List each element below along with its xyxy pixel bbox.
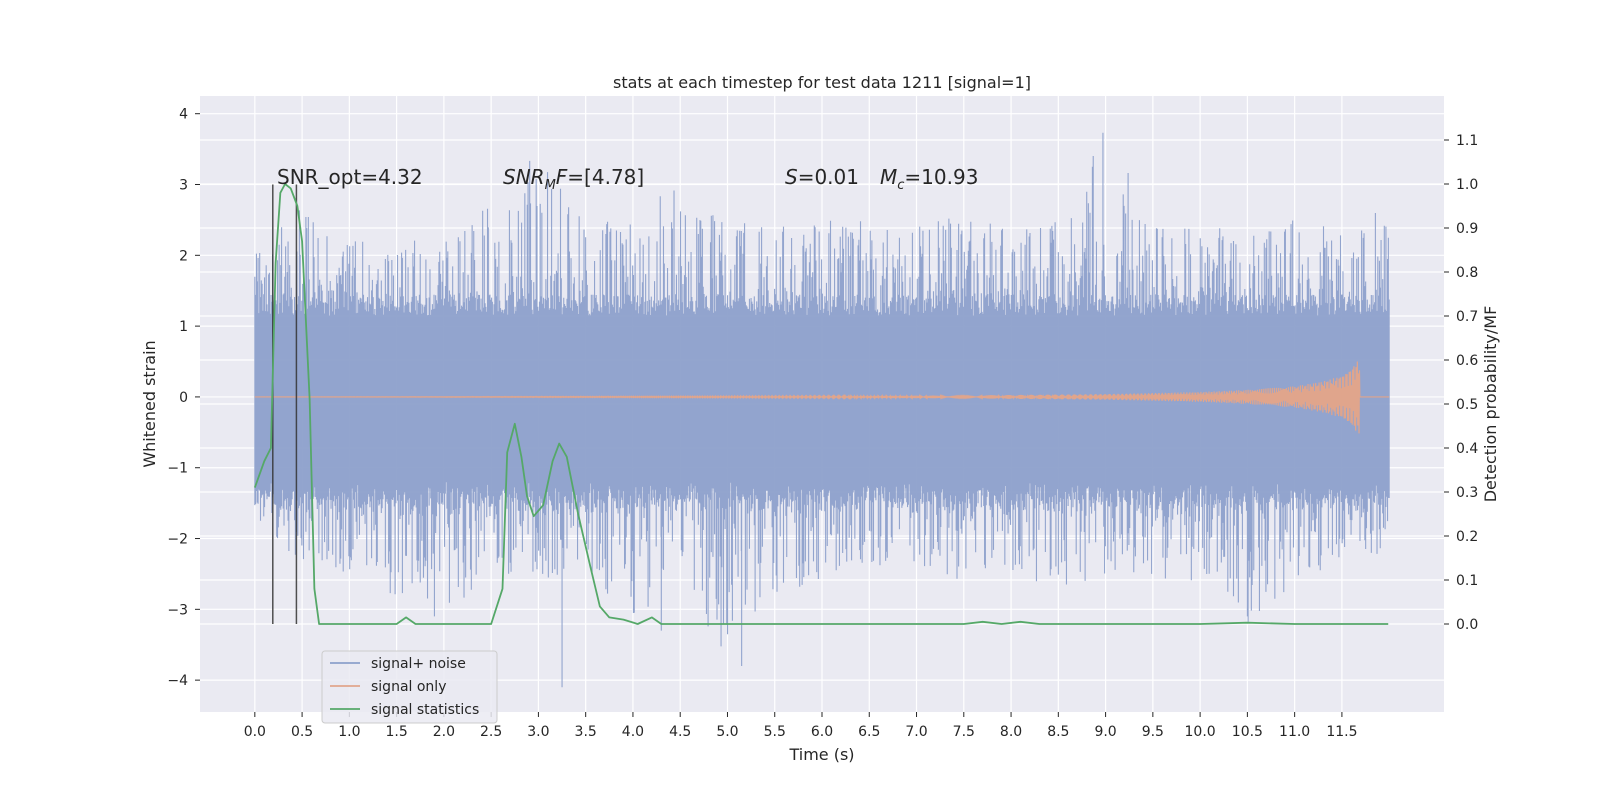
y-right-tick-label: 0.5 (1456, 397, 1478, 413)
x-tick-label: 11.5 (1326, 724, 1357, 740)
annotation-snr-mf-main: SNR (503, 165, 545, 189)
x-tick-label: 2.5 (480, 724, 502, 740)
x-tick-label: 0.0 (244, 724, 266, 740)
annotation-s-var: S (785, 165, 798, 189)
annotation-s-value: =0.01 (798, 165, 859, 189)
x-tick-label: 10.5 (1232, 724, 1263, 740)
x-tick-label: 7.5 (953, 724, 975, 740)
y-tick-label: 1 (179, 319, 188, 335)
legend-label-signal-plus-noise: signal+ noise (371, 656, 466, 672)
y-right-tick-label: 0.3 (1456, 485, 1478, 501)
x-tick-label: 5.5 (764, 724, 786, 740)
annotation-snr-mf-sub: M (545, 178, 556, 193)
x-tick-label: 5.0 (716, 724, 738, 740)
y-right-tick-label: 0.9 (1456, 221, 1478, 237)
y-right-tick-label: 0.6 (1456, 353, 1478, 369)
y-right-tick-label: 1.1 (1456, 133, 1478, 149)
x-tick-label: 8.0 (1000, 724, 1022, 740)
y-right-tick-label: 0.4 (1456, 441, 1478, 457)
annotation-s: S=0.01 (785, 165, 859, 189)
chart-title: stats at each timestep for test data 121… (613, 73, 1031, 92)
y-tick-label: 4 (179, 107, 188, 123)
series-signal-statistics (253, 183, 1389, 625)
x-tick-label: 11.0 (1279, 724, 1310, 740)
y-axis-right-label: Detection probability/MF (1481, 306, 1500, 503)
y-axis-right-ticks: 1.1 1.0 0.9 0.8 0.7 0.6 0.5 0.4 0.3 0.2 0.1 0.0 (1444, 133, 1478, 633)
x-tick-label: 0.5 (291, 724, 313, 740)
annotations: SNR_opt=4.32 SNRMF=[4.78] S=0.01 Mc=10.9… (277, 165, 978, 193)
annotation-mc-var: M (880, 165, 897, 189)
legend: signal+ noise signal only signal statist… (321, 650, 498, 724)
annotation-snr-mf: SNRMF=[4.78] (503, 165, 644, 193)
x-tick-label: 3.0 (527, 724, 549, 740)
annotation-snr-mf-rest: F (556, 165, 568, 189)
x-tick-label: 6.0 (811, 724, 833, 740)
annotation-mc: Mc=10.93 (880, 165, 978, 193)
y-axis-label: Whitened strain (140, 340, 159, 467)
legend-box (321, 650, 498, 724)
x-tick-label: 4.0 (622, 724, 644, 740)
y-tick-label: −1 (167, 461, 188, 477)
y-right-tick-label: 0.1 (1456, 573, 1478, 589)
y-right-tick-label: 0.0 (1456, 617, 1478, 633)
statistics-trace (253, 183, 1389, 625)
annotation-snr-opt: SNR_opt=4.32 (277, 165, 423, 189)
y-tick-label: −2 (167, 532, 188, 548)
y-tick-label: 0 (179, 390, 188, 406)
x-tick-label: 2.0 (433, 724, 455, 740)
x-tick-label: 10.0 (1185, 724, 1216, 740)
x-axis-label: Time (s) (788, 745, 854, 764)
y-tick-label: 3 (179, 178, 188, 194)
y-tick-label: −4 (167, 673, 188, 689)
x-tick-label: 3.5 (575, 724, 597, 740)
y-right-tick-label: 1.0 (1456, 177, 1478, 193)
x-tick-label: 1.5 (385, 724, 407, 740)
y-right-tick-label: 0.8 (1456, 265, 1478, 281)
legend-label-signal-only: signal only (371, 679, 446, 695)
x-tick-label: 6.5 (858, 724, 880, 740)
signal-trace (254, 361, 1390, 434)
y-right-tick-label: 0.2 (1456, 529, 1478, 545)
y-tick-label: −3 (167, 602, 188, 618)
y-axis-ticks: 4 3 2 1 0 −1 −2 −3 −4 (167, 107, 200, 689)
x-tick-label: 1.0 (338, 724, 360, 740)
annotation-mc-value: =10.93 (904, 165, 978, 189)
y-tick-label: 2 (179, 248, 188, 264)
x-tick-label: 9.5 (1142, 724, 1164, 740)
annotation-snr-mf-value: =[4.78] (567, 165, 644, 189)
x-tick-label: 7.0 (905, 724, 927, 740)
y-right-tick-label: 0.7 (1456, 309, 1478, 325)
x-tick-label: 8.5 (1047, 724, 1069, 740)
x-tick-label: 4.5 (669, 724, 691, 740)
series-signal-only (254, 361, 1390, 434)
annotation-mc-sub: c (897, 178, 904, 193)
x-axis-ticks: 0.0 0.5 1.0 1.5 2.0 2.5 3.0 3.5 4.0 4.5 5.0 5.5 6.0 6… (244, 712, 1357, 740)
x-tick-label: 9.0 (1094, 724, 1116, 740)
legend-label-signal-statistics: signal statistics (371, 702, 479, 718)
